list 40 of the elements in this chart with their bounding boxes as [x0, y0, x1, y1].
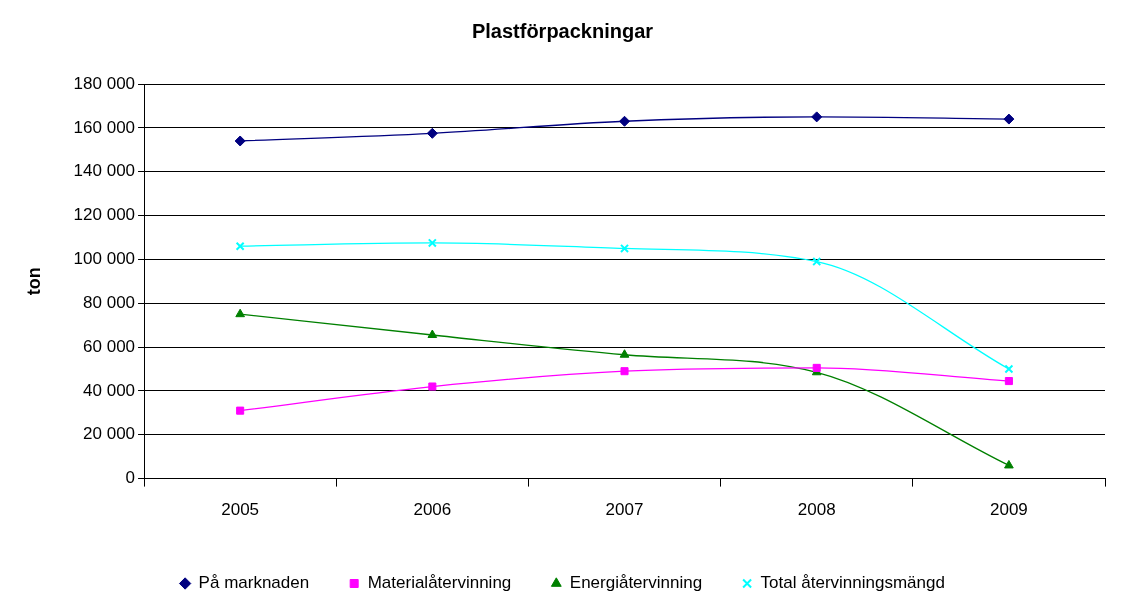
- x-tick-label: 2007: [605, 500, 644, 520]
- legend-label: Materialåtervinning: [367, 573, 512, 593]
- point: [428, 382, 437, 391]
- y-tick-label: 20 000: [83, 424, 136, 444]
- y-tick-label: 80 000: [83, 292, 136, 312]
- y-tick-label: 0: [125, 468, 136, 488]
- y-tick-label: 60 000: [83, 336, 136, 356]
- point: [812, 363, 821, 372]
- point: [427, 329, 438, 339]
- point: [235, 308, 245, 318]
- y-tick-label: 180 000: [73, 73, 136, 93]
- y-tick-label: 40 000: [83, 380, 136, 400]
- point: [1004, 364, 1014, 374]
- point: [1003, 113, 1015, 125]
- legend-label: På marknaden: [198, 573, 310, 593]
- point: [235, 241, 245, 251]
- x-tick-label: 2008: [797, 500, 836, 520]
- point: [811, 111, 823, 123]
- x-tick-label: 2006: [413, 500, 452, 520]
- y-tick-label: 100 000: [73, 249, 136, 269]
- point: [236, 406, 245, 415]
- x-tick-label: 2005: [221, 500, 260, 520]
- point: [427, 238, 437, 248]
- point: [619, 243, 630, 253]
- point: [619, 115, 631, 127]
- point: [426, 127, 438, 139]
- point: [1004, 459, 1014, 469]
- x-tick-label: 2009: [989, 500, 1028, 520]
- point: [619, 349, 630, 358]
- y-tick-label: 160 000: [73, 117, 136, 137]
- point: [1004, 377, 1013, 386]
- chart-title: Plastförpackningar: [471, 19, 654, 42]
- point: [620, 367, 629, 376]
- y-tick-label: 120 000: [73, 205, 136, 225]
- point: [812, 257, 822, 267]
- legend-label: Energiåtervinning: [569, 573, 703, 593]
- legend-label: Total återvinningsmängd: [760, 573, 945, 593]
- y-axis-title: ton: [23, 267, 44, 296]
- point: [234, 135, 246, 147]
- y-tick-label: 140 000: [73, 161, 136, 181]
